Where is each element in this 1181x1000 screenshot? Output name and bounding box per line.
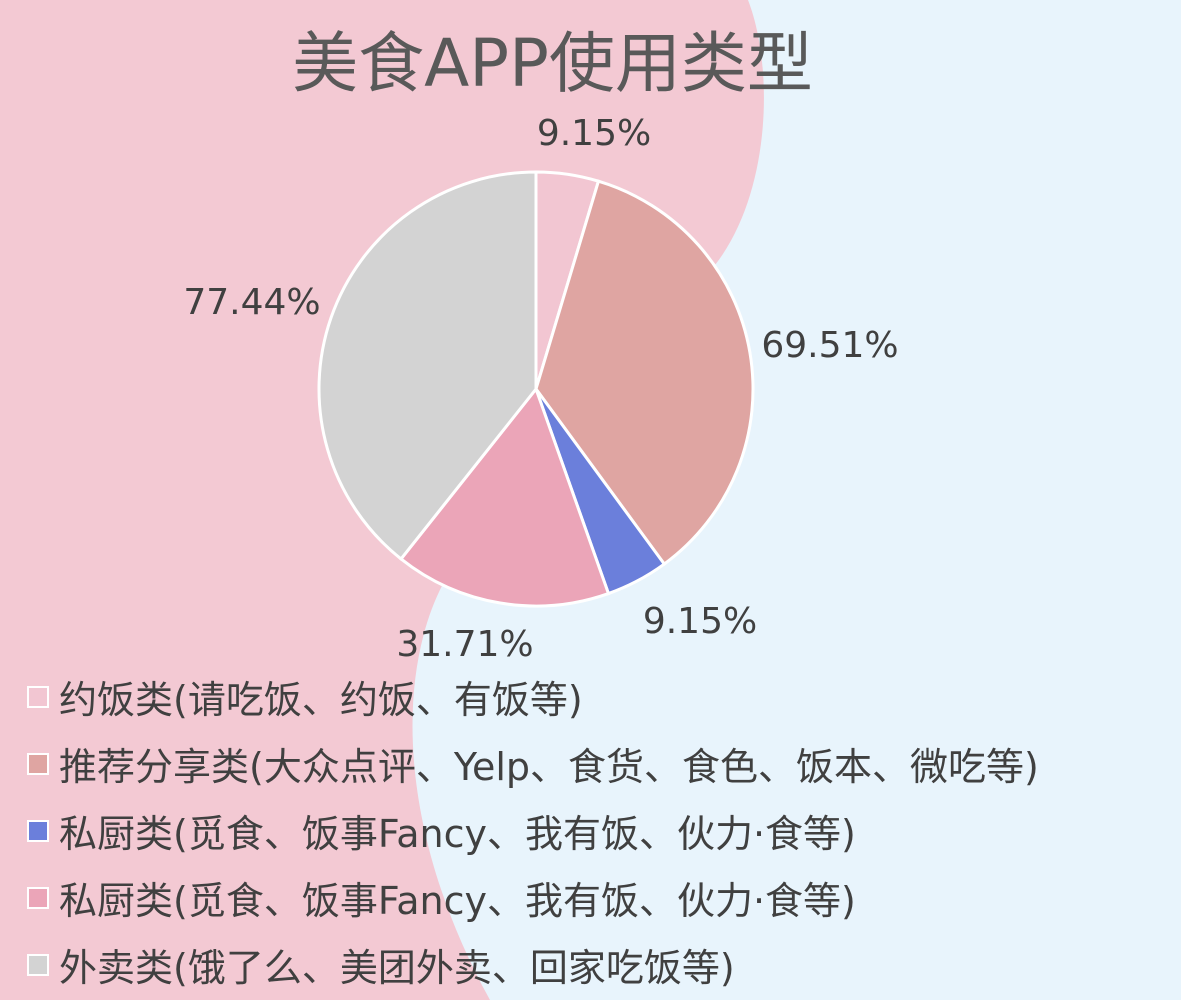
legend-swatch-5 [27, 953, 49, 976]
legend-item-2: 推荐分享类(大众点评、Yelp、食货、食色、饭本、微吃等) [27, 730, 1039, 797]
legend-swatch-3 [27, 819, 49, 842]
data-label-3: 9.15% [643, 601, 757, 642]
legend-label-5: 外卖类(饿了么、美团外卖、回家吃饭等) [59, 946, 735, 990]
data-label-4: 31.71% [396, 624, 533, 665]
data-label-1: 9.15% [537, 113, 651, 154]
pie-slice-4 [398, 385, 611, 608]
legend-label-2: 推荐分享类(大众点评、Yelp、食货、食色、饭本、微吃等) [59, 745, 1039, 789]
legend: 约饭类(请吃饭、约饭、有饭等) 推荐分享类(大众点评、Yelp、食货、食色、饭本、… [27, 663, 1039, 998]
legend-swatch-1 [27, 685, 49, 708]
data-label-2: 69.51% [761, 325, 898, 366]
data-label-5: 77.44% [183, 282, 320, 323]
legend-label-4: 私厨类(觅食、饭事Fancy、我有饭、伙力·食等) [59, 879, 856, 923]
chart-title: 美食APP使用类型 [292, 25, 813, 102]
legend-item-1: 约饭类(请吃饭、约饭、有饭等) [27, 663, 1039, 730]
pie-slice-2 [534, 179, 755, 567]
legend-item-5: 外卖类(饿了么、美团外卖、回家吃饭等) [27, 931, 1039, 998]
pie-slice-5 [317, 170, 538, 562]
legend-label-3: 私厨类(觅食、饭事Fancy、我有饭、伙力·食等) [59, 812, 856, 856]
legend-item-4: 私厨类(觅食、饭事Fancy、我有饭、伙力·食等) [27, 864, 1039, 931]
legend-swatch-4 [27, 886, 49, 909]
legend-label-1: 约饭类(请吃饭、约饭、有饭等) [59, 678, 583, 722]
legend-swatch-2 [27, 752, 49, 775]
legend-item-3: 私厨类(觅食、饭事Fancy、我有饭、伙力·食等) [27, 797, 1039, 864]
